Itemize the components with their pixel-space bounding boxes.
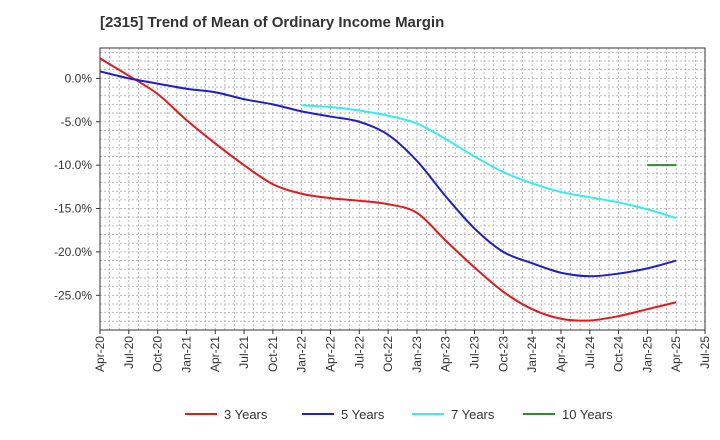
x-tick-label: Jul-21 (237, 336, 251, 369)
x-tick-label: Jan-24 (525, 336, 539, 373)
series-line-7-years (301, 104, 677, 220)
x-tick-label: Jul-24 (583, 336, 597, 369)
x-tick-label: Oct-22 (381, 336, 395, 372)
x-tick-label: Oct-20 (151, 336, 165, 372)
chart-title: [2315] Trend of Mean of Ordinary Income … (100, 14, 445, 31)
x-tick-label: Jan-22 (295, 336, 309, 373)
legend-label-3-years: 3 Years (224, 407, 268, 422)
y-tick-labels: 0.0% -5.0% -10.0% -15.0% -20.0% -25.0% (54, 71, 100, 302)
x-tick-label: Apr-23 (439, 336, 453, 372)
x-tick-label: Jul-25 (698, 336, 712, 369)
legend-label-7-years: 7 Years (451, 407, 495, 422)
x-tick-label: Apr-24 (554, 336, 568, 372)
x-tick-label: Jul-20 (122, 336, 136, 369)
x-tick-label: Apr-21 (208, 336, 222, 372)
x-tick-label: Apr-25 (669, 336, 683, 372)
x-tick-label: Oct-21 (266, 336, 280, 372)
y-tick-label: -10.0% (54, 158, 92, 172)
x-tick-label: Jan-21 (179, 336, 193, 373)
series-line-3-years (99, 57, 677, 322)
x-tick-label: Jul-23 (468, 336, 482, 369)
y-tick-label: -15.0% (54, 202, 92, 216)
x-tick-label: Jan-23 (410, 336, 424, 373)
x-tick-label: Jan-25 (640, 336, 654, 373)
series-lines (99, 57, 677, 322)
x-tick-labels: Apr-20 Jul-20 Oct-20 Jan-21 Apr-21 Jul-21 Oct-… (93, 330, 712, 373)
legend-label-10-years: 10 Years (562, 407, 613, 422)
legend-label-5-years: 5 Years (341, 407, 385, 422)
series-line-5-years (99, 70, 677, 278)
legend: 3 Years 5 Years 7 Years 10 Years (185, 407, 613, 422)
x-tick-label: Jul-22 (352, 336, 366, 369)
y-tick-label: -5.0% (61, 115, 93, 129)
x-tick-label: Oct-23 (496, 336, 510, 372)
x-tick-label: Apr-20 (93, 336, 107, 372)
y-tick-label: -25.0% (54, 288, 92, 302)
x-tick-label: Oct-24 (612, 336, 626, 372)
y-tick-label: -20.0% (54, 245, 92, 259)
y-tick-label: 0.0% (65, 71, 93, 85)
x-tick-label: Apr-22 (323, 336, 337, 372)
plot-frame (99, 47, 706, 331)
